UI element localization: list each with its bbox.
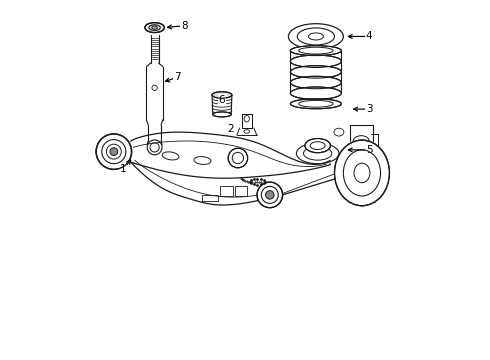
Ellipse shape (291, 76, 342, 89)
Ellipse shape (291, 55, 342, 67)
Text: 1: 1 (120, 165, 126, 174)
Ellipse shape (291, 87, 342, 99)
Ellipse shape (213, 112, 231, 117)
Ellipse shape (212, 92, 232, 98)
Ellipse shape (305, 139, 330, 153)
Ellipse shape (291, 99, 342, 109)
Text: 2: 2 (227, 123, 234, 134)
Ellipse shape (266, 191, 274, 199)
Polygon shape (242, 114, 252, 128)
Ellipse shape (96, 134, 132, 169)
Text: 3: 3 (366, 104, 372, 114)
Ellipse shape (335, 140, 390, 206)
Ellipse shape (152, 26, 157, 29)
Text: 7: 7 (174, 72, 181, 82)
Ellipse shape (110, 148, 118, 156)
Text: 6: 6 (219, 95, 225, 105)
Text: 8: 8 (181, 21, 188, 31)
Ellipse shape (257, 182, 283, 208)
Ellipse shape (291, 66, 342, 78)
Text: 5: 5 (366, 145, 372, 155)
Ellipse shape (291, 46, 342, 55)
Ellipse shape (228, 148, 247, 168)
Ellipse shape (145, 23, 164, 32)
Text: 4: 4 (366, 31, 372, 41)
